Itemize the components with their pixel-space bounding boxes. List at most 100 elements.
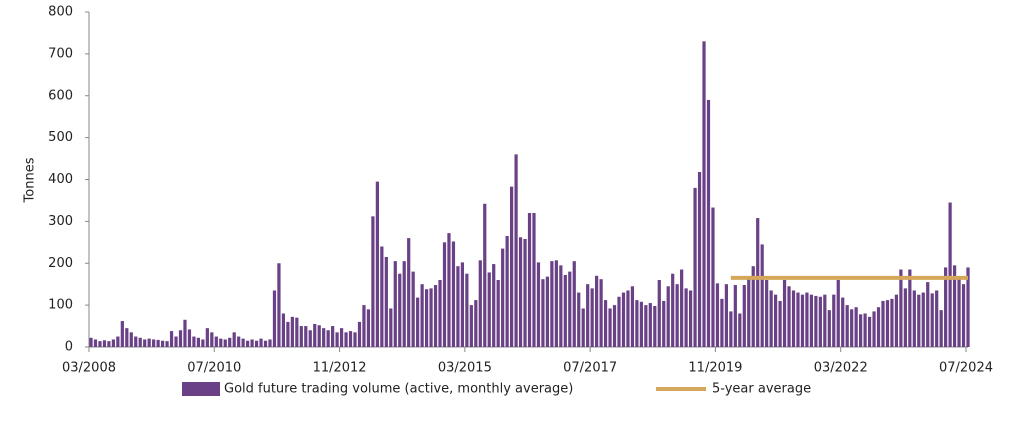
bar	[125, 328, 129, 347]
bar	[733, 285, 737, 347]
bar	[111, 339, 115, 347]
bar	[832, 294, 836, 347]
bar	[514, 154, 518, 347]
bar	[398, 273, 402, 347]
bar	[518, 237, 523, 347]
bar	[93, 339, 98, 347]
y-tick-label: 800	[48, 5, 73, 20]
bar	[894, 294, 899, 347]
bar	[295, 317, 299, 347]
bar	[205, 328, 209, 347]
bar	[948, 202, 952, 347]
bar	[550, 261, 554, 347]
y-tick-label: 500	[48, 130, 73, 145]
bar	[926, 282, 930, 347]
bar	[192, 336, 196, 347]
bar	[608, 308, 612, 347]
bar	[134, 336, 138, 347]
legend-label: Gold future trading volume (active, mont…	[224, 382, 573, 397]
bar	[442, 242, 447, 347]
bar	[348, 331, 353, 347]
bar	[630, 286, 635, 347]
bar	[738, 313, 742, 347]
bar	[603, 300, 608, 347]
bar	[263, 340, 268, 347]
bar	[787, 286, 791, 347]
x-tick-label: 03/2008	[62, 361, 116, 376]
bar	[478, 260, 482, 347]
bar	[921, 292, 925, 347]
bar	[366, 309, 371, 347]
bar	[460, 262, 465, 347]
bar	[586, 284, 590, 347]
bar	[903, 288, 907, 347]
bar	[339, 328, 344, 347]
bar	[304, 326, 308, 347]
bar	[791, 290, 796, 347]
bar	[662, 300, 666, 347]
bar	[639, 301, 643, 347]
bar	[187, 329, 192, 347]
bar	[885, 300, 890, 347]
bar	[648, 303, 652, 347]
bar	[890, 298, 894, 347]
bar	[259, 338, 263, 347]
bar	[165, 341, 169, 347]
bar	[626, 290, 630, 347]
bar	[684, 288, 688, 347]
bar	[563, 274, 567, 347]
bar	[281, 313, 286, 347]
bar	[246, 340, 250, 347]
bar	[644, 305, 648, 347]
bar	[447, 233, 451, 347]
bar	[407, 238, 411, 347]
bar	[344, 332, 348, 347]
bar	[554, 260, 558, 347]
y-tick-label: 600	[48, 88, 73, 103]
bar	[796, 292, 800, 347]
bar	[760, 244, 764, 347]
bar	[335, 332, 339, 347]
bar	[129, 332, 133, 347]
bar	[272, 290, 277, 347]
bar	[98, 341, 102, 347]
bar	[782, 280, 787, 347]
bar	[952, 265, 957, 347]
bar	[541, 279, 545, 347]
bar	[492, 264, 496, 347]
bar	[487, 272, 491, 347]
bar	[116, 336, 120, 347]
bar	[729, 311, 733, 347]
bar	[393, 261, 397, 347]
bar	[469, 305, 473, 347]
bar	[711, 207, 715, 347]
bar	[169, 331, 174, 347]
bar	[917, 294, 921, 347]
bar	[219, 338, 223, 347]
bar	[590, 288, 594, 347]
y-tick-label: 400	[48, 172, 73, 187]
bar	[773, 294, 778, 347]
bar	[505, 236, 509, 347]
legend-label: 5-year average	[712, 382, 811, 397]
bar	[147, 338, 151, 347]
bar	[465, 273, 469, 347]
bar	[635, 300, 639, 347]
bar	[805, 292, 809, 347]
bar	[326, 330, 330, 347]
bar	[232, 332, 236, 347]
bar	[559, 265, 563, 347]
bar	[174, 336, 178, 347]
bar	[268, 339, 272, 347]
bar	[237, 336, 241, 347]
bar	[769, 290, 773, 347]
x-tick-label: 03/2022	[814, 361, 868, 376]
bar	[827, 310, 831, 347]
bar	[599, 279, 603, 347]
y-tick-label: 0	[65, 340, 73, 355]
bar	[433, 285, 438, 347]
bar	[545, 276, 550, 347]
bar	[152, 339, 156, 347]
bar	[183, 319, 187, 347]
bar	[420, 284, 424, 347]
